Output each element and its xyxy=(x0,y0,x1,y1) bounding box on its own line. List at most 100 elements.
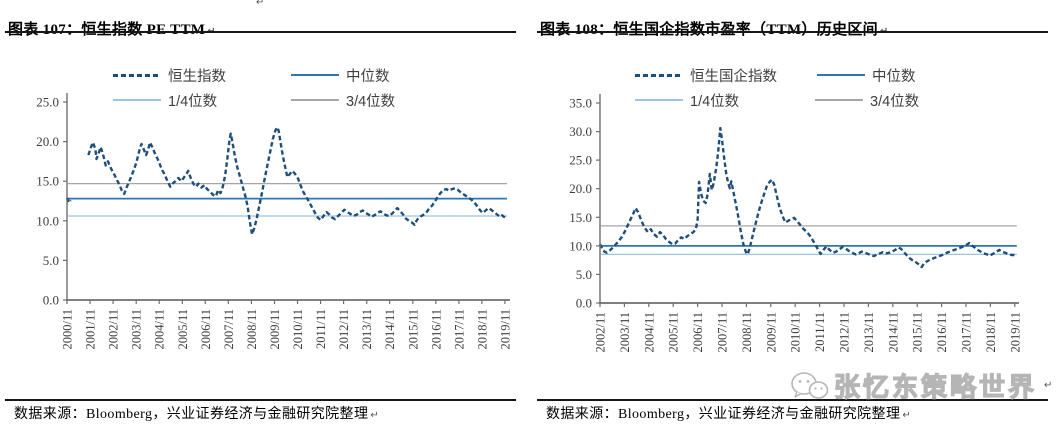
x-axis-label: 2015/11 xyxy=(406,309,420,350)
figure-107-title: 图表 107：恒生指数 PE TTM↵ xyxy=(8,18,216,39)
figure-panel-108: 图表 108：恒生国企指数市盈率（TTM）历史区间↵ 恒生国企指数 中位数 1/… xyxy=(532,0,1063,438)
y-axis-label: 10.0 xyxy=(569,238,592,253)
x-axis-label: 2011/11 xyxy=(314,309,328,349)
x-axis-label: 2004/11 xyxy=(642,312,656,353)
title-underline xyxy=(5,31,516,33)
legend-label: 恒生国企指数 xyxy=(690,68,777,85)
y-axis-label: 0.0 xyxy=(576,296,592,311)
legend-item-median: 中位数 xyxy=(291,67,390,85)
dashed-line-swatch xyxy=(113,73,161,77)
figure-108-title: 图表 108：恒生国企指数市盈率（TTM）历史区间↵ xyxy=(540,18,889,39)
y-axis-label: 25.0 xyxy=(36,95,59,110)
x-axis-label: 2006/11 xyxy=(691,312,705,353)
x-axis-label: 2015/11 xyxy=(911,312,925,353)
x-axis-label: 2002/11 xyxy=(107,309,121,350)
y-axis-label: 5.0 xyxy=(43,253,59,268)
x-axis-label: 2005/11 xyxy=(176,309,190,350)
x-axis-label: 2008/11 xyxy=(740,312,754,353)
y-axis-label: 15.0 xyxy=(36,174,59,189)
x-axis-label: 2006/11 xyxy=(199,309,213,350)
return-mark: ↵ xyxy=(1044,380,1053,391)
y-axis-label: 25.0 xyxy=(569,153,592,168)
title-underline xyxy=(537,31,1048,33)
x-axis-label: 2014/11 xyxy=(886,312,900,353)
legend-label: 1/4位数 xyxy=(690,93,740,110)
x-axis-label: 2013/11 xyxy=(360,309,374,350)
quartile1-line-swatch xyxy=(635,99,683,101)
return-mark: ↵ xyxy=(256,0,265,8)
source-divider xyxy=(537,399,1048,401)
x-axis-label: 2000/11 xyxy=(61,309,75,350)
x-axis-label: 2005/11 xyxy=(667,312,681,353)
quartile1-line-swatch xyxy=(113,99,161,101)
x-axis-label: 2003/11 xyxy=(130,309,144,350)
figure-107-title-text: 图表 107：恒生指数 PE TTM xyxy=(8,22,205,38)
y-axis-label: 0.0 xyxy=(43,293,59,308)
legend-item-quartile1: 1/4位数 xyxy=(113,92,218,110)
figure-panel-107: ↵ 图表 107：恒生指数 PE TTM↵ 恒生指数 中位数 1/4位数 3/4… xyxy=(0,0,531,438)
legend-item-hsi: 恒生指数 xyxy=(113,67,226,85)
source-text: 数据来源：Bloomberg，兴业证券经济与金融研究院整理 xyxy=(546,407,901,422)
x-axis-label: 2001/11 xyxy=(84,309,98,350)
x-axis-label: 2007/11 xyxy=(222,309,236,350)
series-恒生指数 xyxy=(87,126,506,236)
x-axis-label: 2003/11 xyxy=(618,312,632,353)
y-axis-label: 5.0 xyxy=(576,267,592,282)
y-axis-label: 15.0 xyxy=(569,210,592,225)
x-axis-label: 2004/11 xyxy=(153,309,167,350)
x-axis-label: 2012/11 xyxy=(337,309,351,350)
x-axis-label: 2010/11 xyxy=(291,309,305,350)
median-line-swatch xyxy=(291,74,339,76)
x-axis-label: 2014/11 xyxy=(383,309,397,350)
legend-item-quartile3: 3/4位数 xyxy=(815,92,920,110)
x-axis-label: 2009/11 xyxy=(764,312,778,353)
x-axis-label: 2012/11 xyxy=(838,312,852,353)
wechat-icon xyxy=(791,371,829,399)
watermark: 张忆东策略世界 ↵ xyxy=(789,367,1052,404)
x-axis-label: 2017/11 xyxy=(960,312,974,353)
figure-108-title-text: 图表 108：恒生国企指数市盈率（TTM）历史区间 xyxy=(540,22,878,38)
source-divider xyxy=(5,399,516,401)
legend-item-quartile3: 3/4位数 xyxy=(291,92,396,110)
legend-item-median: 中位数 xyxy=(817,67,916,85)
x-axis-label: 2018/11 xyxy=(984,312,998,353)
return-mark: ↵ xyxy=(902,410,912,421)
y-axis-label: 30.0 xyxy=(569,124,592,139)
legend-label: 1/4位数 xyxy=(168,93,218,110)
x-axis-label: 2016/11 xyxy=(935,312,949,353)
quartile3-line-swatch xyxy=(815,99,863,101)
return-mark: ↵ xyxy=(370,410,380,421)
quartile3-line-swatch xyxy=(291,99,339,101)
source-note: 数据来源：Bloomberg，兴业证券经济与金融研究院整理 ↵ xyxy=(14,403,379,423)
legend-item-hscei: 恒生国企指数 xyxy=(635,67,777,85)
x-axis-label: 2008/11 xyxy=(245,309,259,350)
legend-item-quartile1: 1/4位数 xyxy=(635,92,740,110)
x-axis-label: 2016/11 xyxy=(429,309,443,350)
x-axis-label: 2002/11 xyxy=(594,312,608,353)
source-note: 数据来源：Bloomberg，兴业证券经济与金融研究院整理 ↵ xyxy=(546,403,911,423)
x-axis-label: 2007/11 xyxy=(716,312,730,353)
y-axis-label: 35.0 xyxy=(569,96,592,111)
x-axis-label: 2019/11 xyxy=(1008,312,1022,353)
x-axis-label: 2013/11 xyxy=(862,312,876,353)
x-axis-label: 2017/11 xyxy=(452,309,466,350)
series-恒生国企指数 xyxy=(598,126,1015,269)
legend-label: 3/4位数 xyxy=(346,93,396,110)
median-line-swatch xyxy=(817,74,865,76)
legend-label: 恒生指数 xyxy=(168,68,226,85)
y-axis-label: 20.0 xyxy=(36,134,59,149)
watermark-text: 张忆东策略世界 xyxy=(833,371,1038,402)
y-axis-label: 10.0 xyxy=(36,213,59,228)
source-text: 数据来源：Bloomberg，兴业证券经济与金融研究院整理 xyxy=(14,407,369,422)
x-axis-label: 2019/11 xyxy=(498,309,512,350)
x-axis-label: 2010/11 xyxy=(789,312,803,353)
legend-label: 中位数 xyxy=(346,68,390,85)
x-axis-label: 2009/11 xyxy=(268,309,282,350)
legend-label: 3/4位数 xyxy=(870,93,920,110)
dashed-line-swatch xyxy=(635,73,683,77)
legend-label: 中位数 xyxy=(872,68,916,85)
x-axis-label: 2011/11 xyxy=(813,312,827,352)
y-axis-label: 20.0 xyxy=(569,181,592,196)
